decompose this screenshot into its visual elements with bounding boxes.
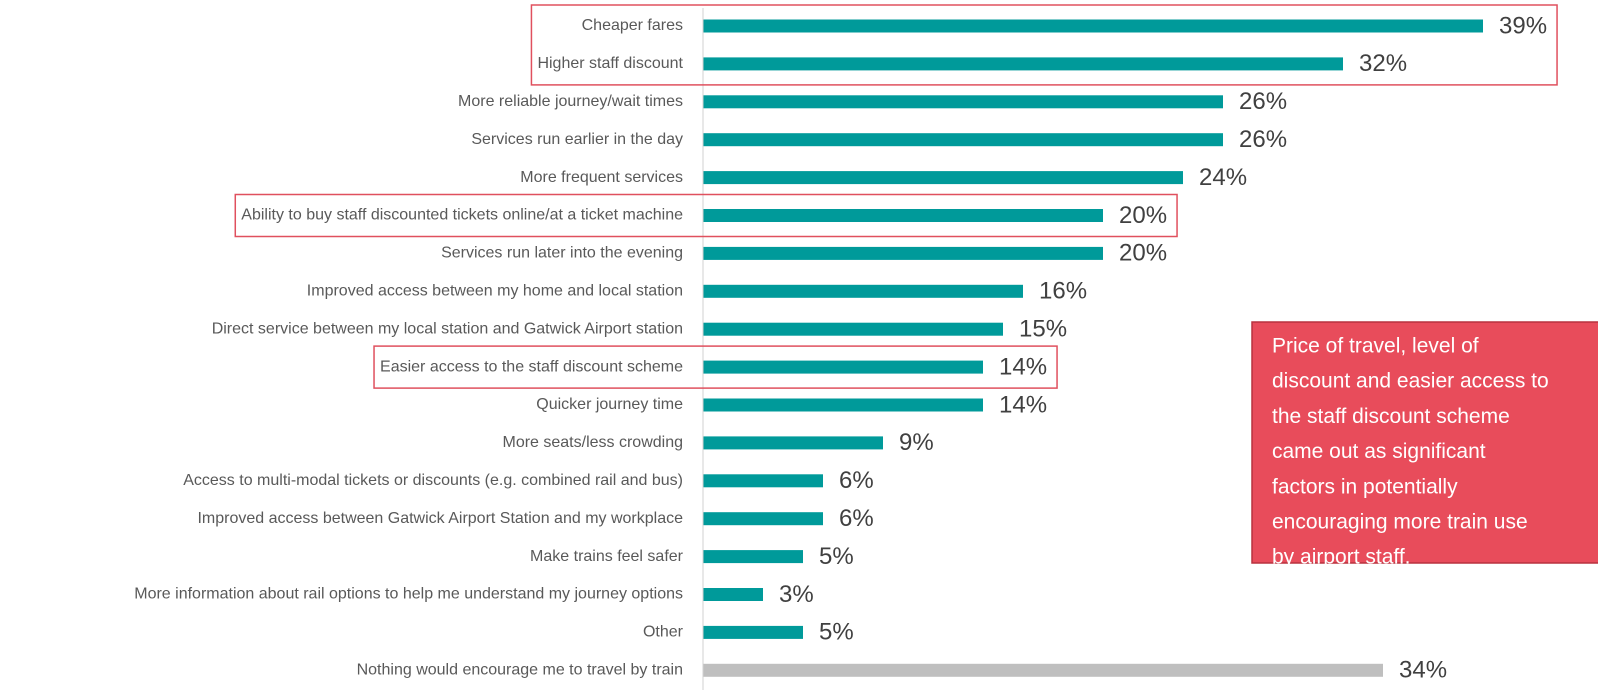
bar [703, 171, 1183, 185]
value-label: 24% [1199, 164, 1247, 191]
category-label: Improved access between my home and loca… [307, 283, 683, 300]
value-label: 26% [1239, 126, 1287, 153]
bar [703, 322, 1003, 336]
bar [703, 474, 823, 488]
value-label: 14% [999, 391, 1047, 418]
category-label: Easier access to the staff discount sche… [380, 358, 683, 375]
category-label: More seats/less crowding [502, 434, 683, 451]
bar [703, 625, 803, 639]
category-label: More information about rail options to h… [134, 586, 683, 603]
value-label: 3% [779, 581, 814, 608]
value-label: 5% [819, 543, 854, 570]
bar [703, 57, 1343, 71]
annotation-text: discount and easier access to [1272, 370, 1549, 393]
bar [703, 512, 823, 526]
annotation-text: factors in potentially [1272, 475, 1458, 498]
category-label: Higher staff discount [537, 55, 683, 72]
category-label: Nothing would encourage me to travel by … [357, 662, 683, 679]
annotation-text: Price of travel, level of [1272, 335, 1479, 358]
category-label: More frequent services [520, 169, 683, 186]
value-label: 39% [1499, 12, 1547, 39]
category-label: Other [643, 624, 684, 641]
value-label: 16% [1039, 278, 1087, 305]
highlight-box [373, 345, 1058, 389]
value-label: 6% [839, 467, 874, 494]
bar [703, 284, 1023, 298]
bar [703, 663, 1383, 677]
value-label: 15% [1019, 316, 1067, 343]
annotation-text: encouraging more train use [1272, 511, 1528, 534]
annotation-text: came out as significant [1272, 440, 1486, 463]
value-label: 20% [1119, 202, 1167, 229]
value-label: 6% [839, 505, 874, 532]
bar [703, 246, 1103, 260]
category-label: Services run later into the evening [441, 245, 683, 262]
category-label: Services run earlier in the day [471, 131, 683, 148]
annotation-text: by airport staff. [1272, 546, 1411, 569]
category-label: Cheaper fares [582, 17, 683, 34]
value-label: 20% [1119, 240, 1167, 267]
value-label: 5% [819, 619, 854, 646]
bar [703, 95, 1223, 109]
value-label: 14% [999, 353, 1047, 380]
bar [703, 209, 1103, 222]
category-label: Quicker journey time [536, 396, 683, 413]
category-label: Ability to buy staff discounted tickets … [241, 207, 683, 224]
category-label: Improved access between Gatwick Airport … [197, 510, 683, 527]
value-label: 9% [899, 429, 934, 456]
category-label: More reliable journey/wait times [458, 93, 683, 110]
annotation-text: the staff discount scheme [1272, 405, 1510, 428]
bar [703, 398, 983, 412]
value-label: 32% [1359, 50, 1407, 77]
bar [703, 588, 763, 601]
category-label: Make trains feel safer [530, 548, 684, 565]
bar [703, 19, 1483, 33]
category-label: Direct service between my local station … [212, 320, 683, 337]
value-label: 26% [1239, 88, 1287, 115]
bar [703, 436, 883, 450]
annotation-box [1251, 321, 1598, 564]
bar [703, 550, 803, 564]
category-label: Access to multi-modal tickets or discoun… [183, 472, 683, 489]
highlight-box [234, 193, 1178, 238]
highlight-box [530, 4, 1558, 86]
value-label: 34% [1399, 657, 1447, 684]
bar [703, 133, 1223, 147]
bar [703, 360, 983, 374]
